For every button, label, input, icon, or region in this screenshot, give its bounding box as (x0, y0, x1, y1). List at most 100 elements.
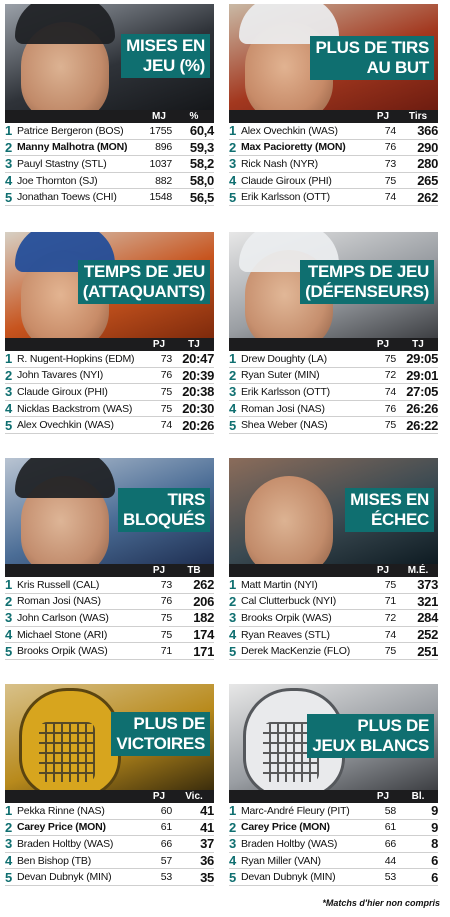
player-name: Marc-André Fleury (PIT) (241, 804, 350, 817)
player-name: Alex Ovechkin (WAS) (17, 419, 114, 432)
rank-number: 2 (229, 367, 237, 383)
category-title-line: JEUX BLANCS (312, 736, 429, 755)
stat-value: 9 (431, 803, 438, 819)
games-played: 66 (160, 837, 172, 850)
stat-value: 56,5 (189, 189, 214, 205)
rank-number: 2 (5, 139, 13, 155)
rank-number: 2 (5, 593, 13, 609)
table-row: 4 Ben Bishop (TB) 57 36 (5, 853, 214, 870)
rank-number: 1 (5, 123, 13, 139)
games-played: 73 (160, 578, 172, 591)
rank-number: 3 (5, 836, 13, 852)
games-played: 75 (384, 352, 396, 365)
player-name: Pekka Rinne (NAS) (17, 804, 105, 817)
table-header: PJ Vic. (5, 790, 214, 803)
stat-value: 182 (193, 610, 214, 626)
games-played: 73 (384, 157, 396, 170)
category-title-line: TEMPS DE JEU (307, 262, 429, 281)
player-name: Ryan Reaves (STL) (241, 628, 330, 641)
stat-value: 366 (417, 123, 438, 139)
player-name: Drew Doughty (LA) (241, 352, 327, 365)
rank-number: 1 (229, 577, 237, 593)
rank-number: 1 (229, 351, 237, 367)
column-header-stat: M.É. (407, 565, 429, 576)
player-name: Rick Nash (NYR) (241, 157, 318, 170)
games-played: 74 (160, 419, 172, 432)
stat-value: 206 (193, 593, 214, 609)
stat-value: 26:22 (406, 417, 438, 433)
games-played: 76 (160, 595, 172, 608)
column-header-stat: Vic. (185, 791, 203, 802)
stat-value: 59,3 (189, 139, 214, 155)
rank-number: 5 (229, 189, 237, 205)
rank-number: 1 (5, 803, 13, 819)
player-name: Jonathan Toews (CHI) (17, 191, 117, 204)
player-name: R. Nugent-Hopkins (EDM) (17, 352, 135, 365)
column-header-stat: TB (187, 565, 201, 576)
player-name: Brooks Orpik (WAS) (17, 645, 108, 658)
table-row: 5 Jonathan Toews (CHI) 1548 56,5 (5, 189, 214, 206)
category-title: MISES EN ÉCHEC (345, 488, 434, 532)
player-name: Derek MacKenzie (FLO) (241, 645, 350, 658)
category-title-line: BLOQUÉS (123, 510, 205, 529)
category-title: PLUS DE TIRS AU BUT (310, 36, 434, 80)
table-row: 3 Braden Holtby (WAS) 66 8 (229, 836, 438, 853)
stat-value: 6 (431, 853, 438, 869)
stat-value: 29:05 (406, 351, 438, 367)
stat-value: 321 (417, 593, 438, 609)
player-name: Devan Dubnyk (MIN) (17, 871, 112, 884)
category-title-line: (DÉFENSEURS) (305, 282, 429, 301)
rank-number: 1 (229, 803, 237, 819)
stat-value: 20:47 (182, 351, 214, 367)
rank-number: 2 (229, 593, 237, 609)
table-row: 3 John Carlson (WAS) 75 182 (5, 610, 214, 627)
player-photo: TEMPS DE JEU (ATTAQUANTS) (5, 232, 214, 338)
player-name: Cal Clutterbuck (NYI) (241, 595, 336, 608)
column-header-stat: Bl. (411, 791, 425, 802)
stat-value: 27:05 (406, 384, 438, 400)
games-played: 76 (384, 402, 396, 415)
games-played: 74 (384, 191, 396, 204)
player-name: Brooks Orpik (WAS) (241, 611, 332, 624)
player-name: Claude Giroux (PHI) (241, 174, 332, 187)
stat-value: 20:30 (182, 401, 214, 417)
player-name: Max Pacioretty (MON) (241, 141, 346, 154)
player-name: Matt Martin (NYI) (241, 578, 318, 591)
table-row: 3 Rick Nash (NYR) 73 280 (229, 156, 438, 173)
rank-number: 3 (229, 156, 237, 172)
stat-value: 20:26 (182, 417, 214, 433)
stat-value: 58,2 (189, 156, 214, 172)
player-name: Roman Josi (NAS) (17, 595, 101, 608)
player-name: Nicklas Backstrom (WAS) (17, 402, 133, 415)
rank-number: 2 (229, 819, 237, 835)
games-played: 71 (384, 595, 396, 608)
player-name: Claude Giroux (PHI) (17, 385, 108, 398)
rank-number: 1 (229, 123, 237, 139)
games-played: 72 (384, 611, 396, 624)
category-title: TEMPS DE JEU (ATTAQUANTS) (77, 260, 210, 304)
table-header: PJ Tirs (229, 110, 438, 123)
games-played: 66 (384, 837, 396, 850)
table-header: MJ% (5, 110, 214, 123)
category-title-line: ÉCHEC (370, 510, 429, 529)
player-name: Braden Holtby (WAS) (241, 837, 338, 850)
stat-value: 9 (431, 819, 438, 835)
table-row: 2 Carey Price (MON) 61 41 (5, 820, 214, 837)
games-played: 75 (384, 174, 396, 187)
table-header: PJ TB (5, 564, 214, 577)
games-played: 74 (384, 385, 396, 398)
table-row: 2 Max Pacioretty (MON) 76 290 (229, 140, 438, 157)
stat-value: 26:26 (406, 401, 438, 417)
table-row: 4 Ryan Miller (VAN) 44 6 (229, 853, 438, 870)
column-header-games: PJ (152, 339, 166, 350)
rank-number: 2 (5, 367, 13, 383)
category-title-line: TIRS (167, 490, 205, 509)
stat-value: 37 (200, 836, 214, 852)
table-row: 1 Pekka Rinne (NAS) 60 41 (5, 803, 214, 820)
stat-value: 41 (200, 819, 214, 835)
rank-number: 5 (5, 417, 13, 433)
games-played: 75 (160, 611, 172, 624)
rank-number: 3 (5, 156, 13, 172)
player-photo: MISES EN ÉCHEC (229, 458, 438, 564)
rank-number: 5 (229, 643, 237, 659)
